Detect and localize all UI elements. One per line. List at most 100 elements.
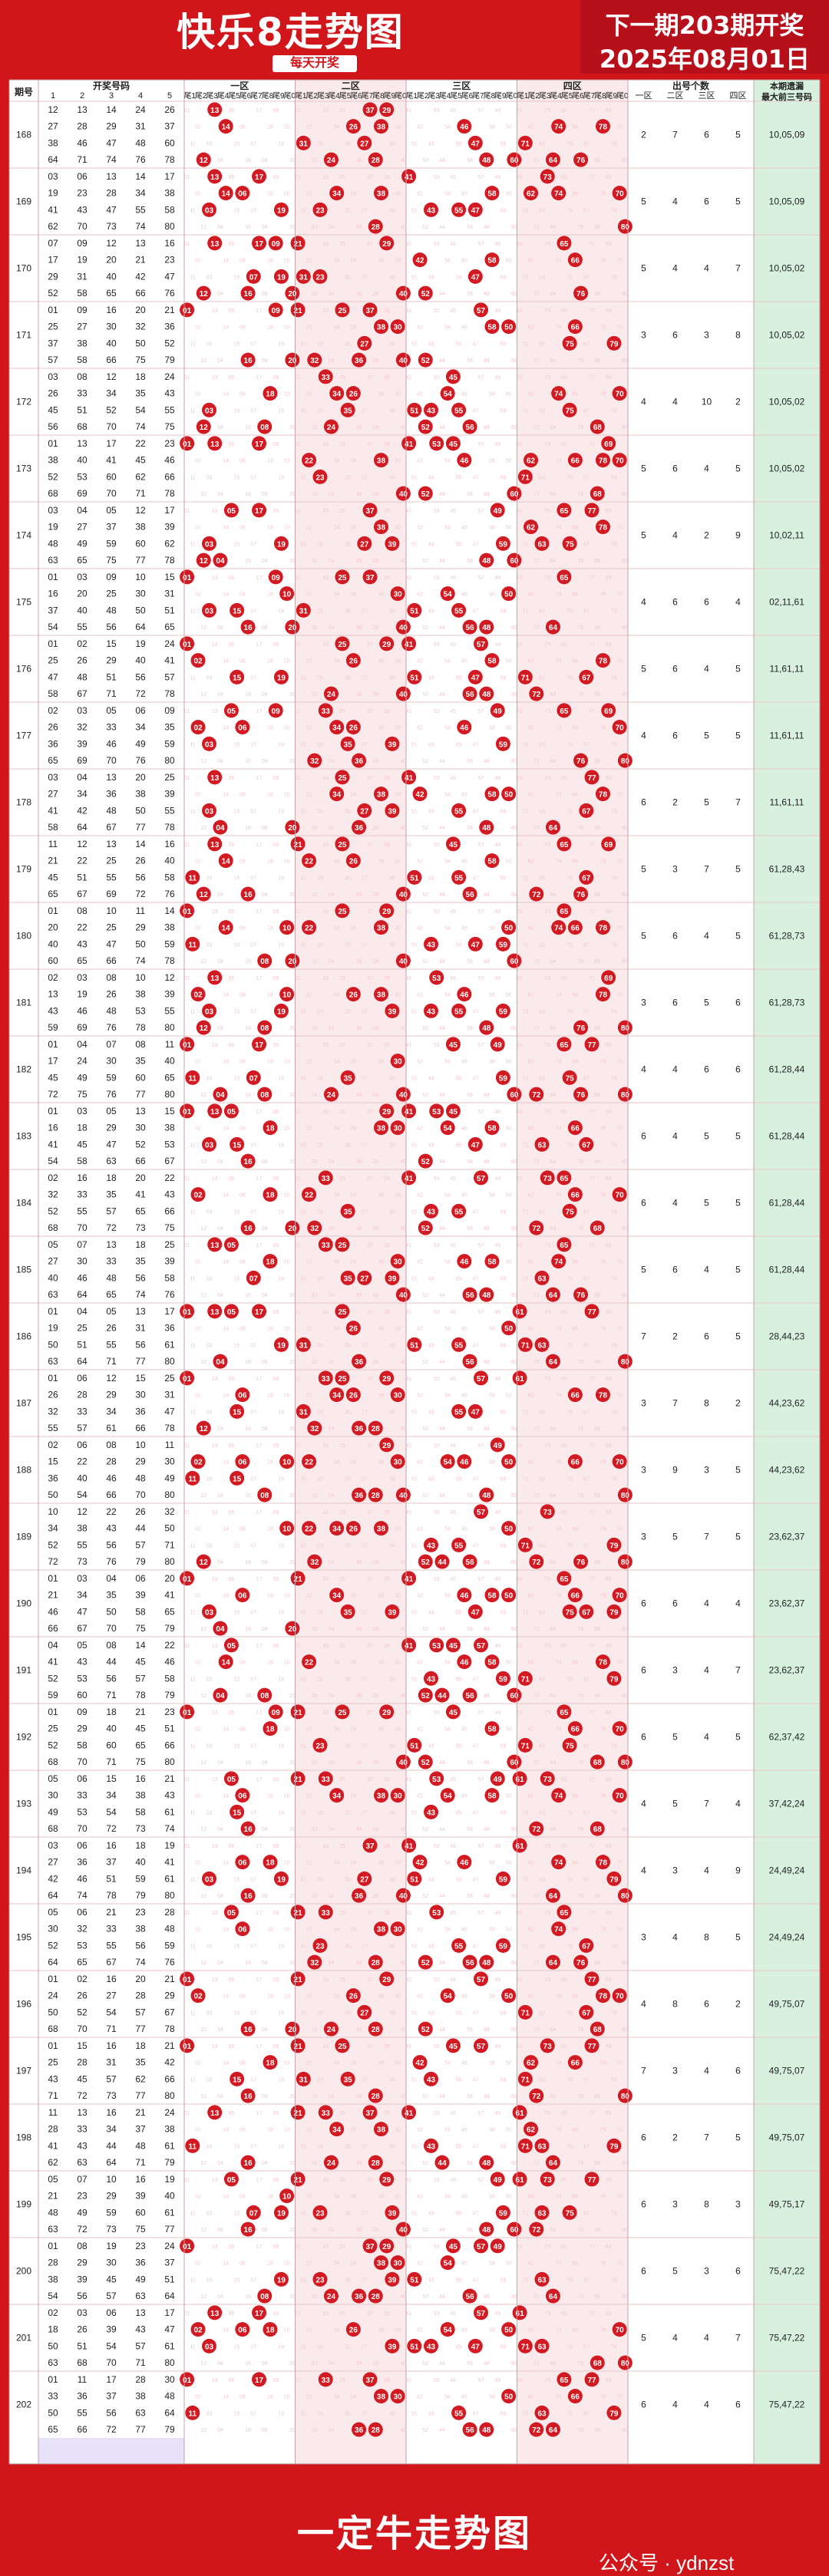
ghost-number: 58 bbox=[489, 592, 495, 598]
ghost-number: 71 bbox=[522, 1476, 528, 1482]
ghost-number: 53 bbox=[434, 843, 440, 848]
ghost-number: 61 bbox=[517, 2044, 523, 2050]
draw-number: 73 bbox=[106, 2224, 117, 2235]
draw-number: 01 bbox=[48, 1373, 58, 1384]
hit-ball-label: 43 bbox=[427, 2343, 436, 2351]
miss-top3: 75,47,22 bbox=[769, 2333, 805, 2343]
draw-number: 68 bbox=[48, 488, 58, 499]
ghost-number: 63 bbox=[539, 341, 545, 347]
miss-top3: 61,28,43 bbox=[769, 864, 805, 875]
ghost-number: 24 bbox=[329, 2228, 335, 2233]
ghost-number: 16 bbox=[245, 1961, 251, 1966]
ghost-number: 29 bbox=[384, 1644, 390, 1649]
ghost-number: 26 bbox=[350, 1060, 356, 1065]
draw-number: 57 bbox=[135, 1673, 146, 1684]
ghost-number: 01 bbox=[184, 175, 190, 180]
draw-number: 16 bbox=[48, 1123, 58, 1133]
draw-number: 16 bbox=[135, 1773, 146, 1784]
ghost-number: 53 bbox=[434, 2111, 440, 2116]
ghost-number: 15 bbox=[234, 275, 240, 280]
draw-number: 64 bbox=[48, 154, 58, 165]
hit-ball-label: 16 bbox=[244, 2093, 253, 2101]
draw-number: 48 bbox=[164, 1924, 175, 1934]
hit-ball-label: 66 bbox=[571, 1592, 580, 1601]
hit-ball-label: 25 bbox=[338, 2043, 347, 2051]
draw-number: 46 bbox=[164, 455, 175, 466]
ghost-number: 22 bbox=[306, 2061, 312, 2066]
ghost-number: 77 bbox=[589, 709, 595, 714]
ghost-number: 47 bbox=[472, 2010, 478, 2016]
ghost-number: 28 bbox=[372, 559, 378, 564]
ghost-number: 40 bbox=[400, 158, 406, 163]
draw-number: 24 bbox=[164, 2241, 175, 2251]
ghost-number: 04 bbox=[217, 1894, 223, 1899]
ghost-number: 35 bbox=[345, 1743, 351, 1749]
ghost-number: 45 bbox=[451, 1443, 457, 1449]
hit-ball-label: 13 bbox=[210, 774, 220, 783]
ghost-number: 38 bbox=[378, 1260, 385, 1265]
ghost-number: 67 bbox=[583, 2344, 590, 2350]
ghost-number: 35 bbox=[345, 1410, 351, 1415]
ghost-number: 04 bbox=[217, 892, 223, 898]
zone-count-1: 5 bbox=[641, 196, 646, 207]
hit-ball-label: 56 bbox=[466, 1692, 475, 1700]
draw-number: 15 bbox=[106, 638, 117, 649]
ghost-number: 27 bbox=[362, 1476, 368, 1482]
draw-number: 34 bbox=[106, 1790, 117, 1801]
period-188: 188 bbox=[16, 1465, 31, 1476]
ghost-number: 45 bbox=[451, 1243, 457, 1248]
draw-number: 12 bbox=[106, 1373, 117, 1384]
hit-ball-label: 62 bbox=[527, 190, 536, 199]
ghost-number: 05 bbox=[229, 175, 235, 180]
ghost-number: 46 bbox=[461, 1994, 467, 2000]
ghost-number: 45 bbox=[451, 576, 457, 581]
draw-number: 16 bbox=[164, 839, 175, 849]
ghost-number: 75 bbox=[566, 2010, 573, 2016]
header-tail-4-4: 尾4 bbox=[550, 91, 562, 101]
hit-ball-3 bbox=[202, 202, 217, 217]
ghost-number: 76 bbox=[578, 1360, 584, 1365]
draw-number: 39 bbox=[77, 2274, 88, 2284]
hit-ball-label: 02 bbox=[194, 1993, 203, 2001]
draw-number: 03 bbox=[48, 171, 58, 182]
zone-count-1: 4 bbox=[641, 1865, 646, 1876]
ghost-number: 53 bbox=[434, 909, 440, 915]
ghost-number: 31 bbox=[300, 542, 306, 547]
ghost-number: 75 bbox=[566, 1810, 573, 1816]
zone-count-1: 6 bbox=[641, 2199, 646, 2210]
hit-ball-label: 13 bbox=[210, 107, 220, 115]
ghost-number: 54 bbox=[444, 1661, 451, 1666]
ghost-number: 58 bbox=[489, 1327, 495, 1332]
hit-ball-label: 06 bbox=[238, 190, 247, 199]
ghost-number: 26 bbox=[350, 1460, 356, 1466]
hit-ball-label: 19 bbox=[277, 2209, 286, 2218]
hit-ball-label: 50 bbox=[504, 791, 514, 800]
hit-ball-label: 68 bbox=[593, 1826, 603, 1834]
hit-ball-50 bbox=[501, 586, 517, 602]
draw-number: 45 bbox=[135, 1723, 146, 1734]
ghost-number: 59 bbox=[500, 341, 507, 347]
hit-ball-20 bbox=[285, 285, 300, 301]
hit-ball-65 bbox=[557, 503, 572, 518]
draw-number: 60 bbox=[164, 137, 175, 148]
ghost-number: 74 bbox=[556, 993, 562, 998]
ghost-number: 68 bbox=[594, 1159, 600, 1165]
zone-count-3: 7 bbox=[704, 1532, 709, 1542]
ghost-number: 43 bbox=[428, 1276, 434, 1281]
ghost-number: 61 bbox=[517, 843, 523, 848]
ghost-number: 41 bbox=[406, 843, 412, 848]
ghost-number: 70 bbox=[616, 2261, 623, 2267]
hit-ball-label: 16 bbox=[244, 1225, 253, 1233]
draw-number: 49 bbox=[135, 2274, 146, 2284]
ghost-number: 23 bbox=[317, 2077, 323, 2083]
draw-number: 01 bbox=[48, 1106, 58, 1116]
ghost-number: 61 bbox=[517, 1710, 523, 1716]
ghost-number: 57 bbox=[478, 442, 484, 447]
hit-ball-label: 53 bbox=[432, 975, 441, 983]
ghost-number: 08 bbox=[262, 559, 268, 564]
hit-ball-label: 12 bbox=[200, 290, 209, 298]
draw-number: 49 bbox=[77, 1072, 88, 1083]
hit-ball-label: 75 bbox=[566, 407, 575, 415]
ghost-number: 35 bbox=[345, 1677, 351, 1682]
draw-number: 13 bbox=[106, 1239, 117, 1250]
